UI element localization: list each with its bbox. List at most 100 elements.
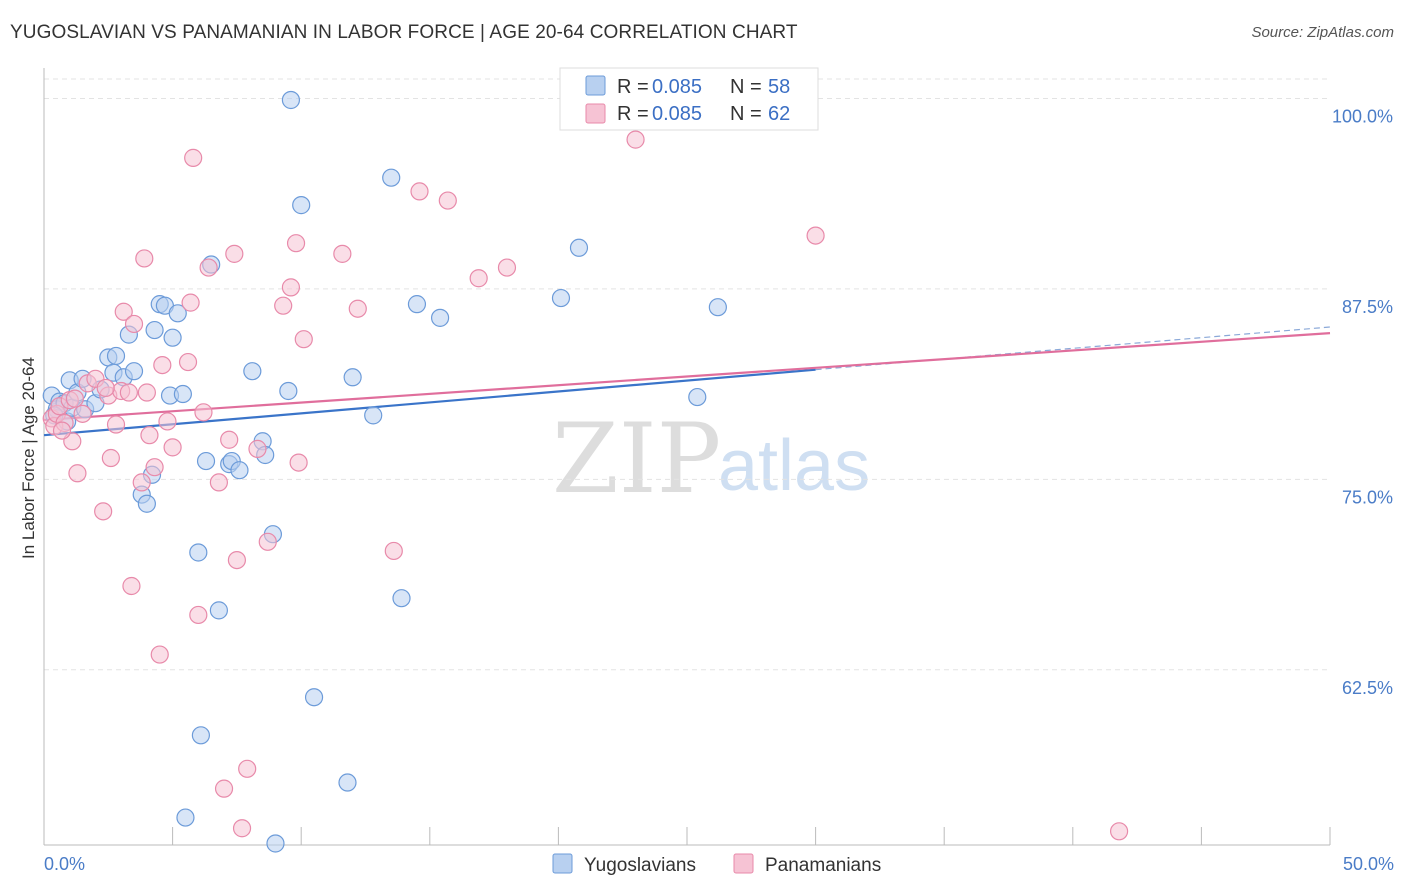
- point-yugoslavians-51: [551, 288, 571, 308]
- point-panamanians-27: [163, 438, 182, 457]
- point-panamanians-38: [232, 819, 252, 838]
- point-panamanians-22: [137, 383, 156, 402]
- series-panamanians: [42, 130, 1129, 841]
- point-panamanians-36: [225, 244, 244, 263]
- point-yugoslavians-25: [163, 328, 182, 347]
- point-panamanians-7: [68, 464, 87, 483]
- y-tick-label-0: 100.0%: [1332, 106, 1393, 126]
- point-panamanians-51: [438, 191, 457, 210]
- point-panamanians-33: [209, 473, 228, 492]
- point-yugoslavians-47: [382, 168, 401, 187]
- point-yugoslavians-41: [281, 90, 301, 110]
- point-yugoslavians-54: [176, 808, 195, 827]
- axes: [43, 68, 1331, 846]
- point-panamanians-32: [194, 403, 213, 422]
- point-panamanians-34: [214, 779, 234, 798]
- point-panamanians-19: [124, 314, 144, 334]
- bottom-legend-swatch-blue: [552, 853, 573, 874]
- watermark: ZIP atlas: [552, 403, 870, 515]
- point-panamanians-47: [333, 244, 352, 263]
- legend-n-label-2: N =: [730, 103, 762, 125]
- top-legend: R = 0.085 N = 58 R = 0.085 N = 62: [559, 67, 819, 131]
- point-panamanians-52: [469, 269, 488, 288]
- point-panamanians-14: [106, 415, 126, 434]
- point-yugoslavians-57: [708, 298, 727, 317]
- point-yugoslavians-27: [173, 384, 192, 404]
- point-panamanians-50: [410, 182, 429, 201]
- point-panamanians-54: [626, 130, 645, 149]
- point-panamanians-39: [238, 759, 257, 778]
- point-panamanians-40: [248, 439, 267, 458]
- point-panamanians-46: [294, 330, 313, 349]
- point-panamanians-44: [286, 234, 306, 253]
- bottom-legend-label-yugoslavians: Yugoslavians: [584, 855, 696, 876]
- point-panamanians-11: [94, 502, 113, 521]
- point-yugoslavians-17: [124, 362, 144, 381]
- point-yugoslavians-21: [145, 320, 164, 340]
- point-panamanians-25: [153, 355, 172, 375]
- point-panamanians-20: [132, 473, 151, 492]
- point-panamanians-24: [150, 645, 169, 664]
- point-panamanians-23: [145, 458, 164, 477]
- y-tick-label-2: 75.0%: [1342, 487, 1393, 507]
- chart-title: YUGOSLAVIAN VS PANAMANIAN IN LABOR FORCE…: [10, 22, 798, 43]
- point-panamanians-35: [220, 430, 239, 449]
- legend-n-value-1: 58: [768, 76, 790, 98]
- point-panamanians-16: [114, 302, 133, 321]
- legend-r-label-2: R =: [617, 103, 649, 125]
- point-yugoslavians-42: [292, 196, 311, 215]
- point-yugoslavians-36: [243, 362, 262, 381]
- point-panamanians-53: [497, 258, 517, 277]
- legend-r-value-1: 0.085: [652, 76, 702, 98]
- y-tick-label-1: 87.5%: [1342, 297, 1393, 317]
- legend-r-value-2: 0.085: [652, 103, 702, 125]
- point-panamanians-18: [122, 576, 141, 596]
- legend-swatch-blue: [585, 75, 606, 96]
- source-label: Source: ZipAtlas.com: [1251, 24, 1394, 41]
- point-panamanians-43: [281, 278, 301, 297]
- point-panamanians-61: [140, 426, 159, 445]
- trend-line-panamanians: [43, 331, 1331, 422]
- bottom-legend-swatch-pink: [733, 853, 754, 874]
- legend-r-label-1: R =: [617, 76, 649, 98]
- point-yugoslavians-53: [688, 387, 707, 407]
- bottom-legend-label-panamanians: Panamanians: [765, 855, 881, 876]
- point-yugoslavians-49: [407, 295, 427, 314]
- point-yugoslavians-32: [209, 601, 228, 620]
- grid: [44, 78, 1330, 671]
- point-panamanians-31: [189, 605, 208, 625]
- point-panamanians-8: [73, 404, 92, 423]
- point-panamanians-37: [227, 550, 246, 570]
- point-panamanians-57: [199, 258, 218, 277]
- point-panamanians-17: [119, 383, 138, 402]
- x-tick-label-max: 50.0%: [1343, 854, 1394, 874]
- y-tick-label-3: 62.5%: [1342, 678, 1393, 698]
- point-panamanians-13: [101, 448, 120, 468]
- y-axis-title: In Labor Force | Age 20-64: [19, 357, 38, 559]
- x-tick-label-min: 0.0%: [44, 854, 85, 874]
- point-yugoslavians-55: [266, 834, 285, 853]
- point-yugoslavians-40: [279, 381, 298, 401]
- watermark-zip: ZIP: [552, 403, 721, 515]
- point-yugoslavians-45: [343, 368, 362, 387]
- point-yugoslavians-26: [168, 304, 187, 323]
- point-panamanians-49: [384, 541, 403, 561]
- y-tick-labels: 100.0% 87.5% 75.0% 62.5%: [1332, 106, 1393, 697]
- point-yugoslavians-44: [338, 773, 357, 792]
- point-yugoslavians-35: [230, 461, 249, 480]
- point-panamanians-56: [1109, 822, 1129, 841]
- bottom-legend: Yugoslavians Panamanians: [552, 853, 881, 876]
- point-yugoslavians-28: [189, 543, 208, 562]
- legend-n-value-2: 62: [768, 103, 790, 125]
- point-panamanians-42: [274, 296, 293, 315]
- point-panamanians-21: [135, 249, 154, 268]
- point-panamanians-41: [258, 532, 277, 551]
- point-yugoslavians-46: [364, 406, 383, 425]
- point-panamanians-59: [65, 389, 84, 408]
- watermark-atlas: atlas: [718, 426, 870, 506]
- point-panamanians-28: [178, 352, 198, 372]
- point-yugoslavians-43: [304, 688, 324, 707]
- point-panamanians-60: [52, 421, 72, 440]
- point-panamanians-29: [181, 293, 200, 312]
